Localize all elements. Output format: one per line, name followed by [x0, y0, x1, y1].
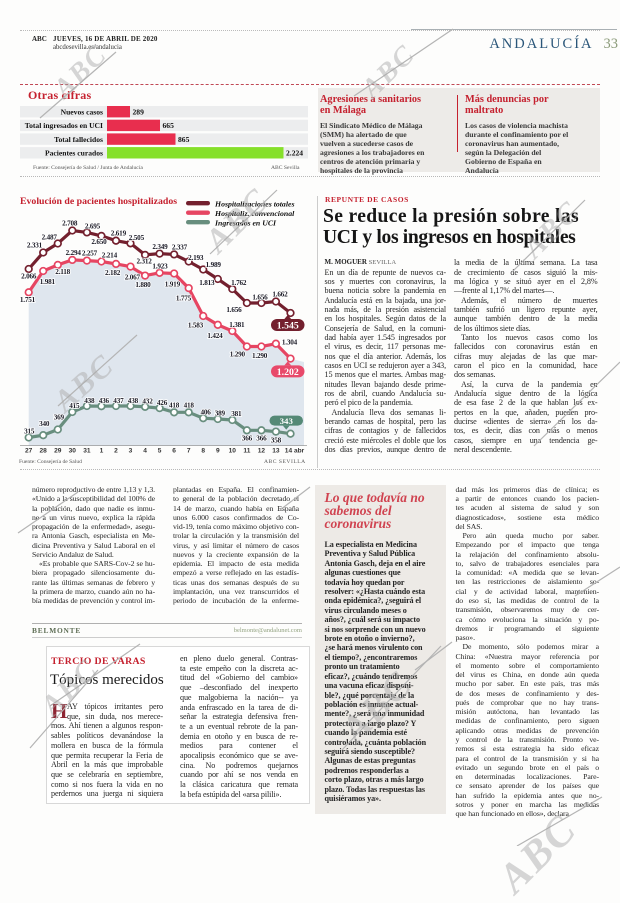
svg-text:Total fallecidos: Total fallecidos [54, 135, 103, 144]
svg-text:29: 29 [54, 448, 62, 455]
svg-text:2.182: 2.182 [105, 269, 121, 277]
svg-text:289: 289 [133, 107, 145, 116]
svg-text:389: 389 [215, 409, 226, 417]
svg-text:358: 358 [271, 437, 282, 445]
svg-text:366: 366 [242, 435, 253, 443]
svg-text:2.257: 2.257 [82, 249, 98, 257]
svg-text:28: 28 [40, 448, 48, 455]
svg-text:1.813: 1.813 [199, 279, 215, 287]
svg-text:13: 13 [272, 448, 280, 455]
svg-text:366: 366 [256, 435, 267, 443]
svg-text:12: 12 [258, 448, 266, 455]
svg-text:415: 415 [69, 402, 80, 410]
svg-text:27: 27 [25, 448, 33, 455]
svg-text:2.312: 2.312 [137, 257, 153, 265]
svg-text:3: 3 [129, 448, 133, 455]
svg-text:406: 406 [201, 408, 212, 416]
svg-text:Hospitaliz. convencional: Hospitaliz. convencional [214, 209, 295, 218]
svg-text:2.214: 2.214 [102, 252, 118, 260]
svg-text:1.304: 1.304 [282, 339, 298, 347]
svg-text:381: 381 [231, 410, 242, 418]
svg-text:7: 7 [187, 448, 191, 455]
svg-text:Pacientes curados: Pacientes curados [45, 149, 103, 158]
svg-text:2.650: 2.650 [91, 238, 107, 246]
svg-text:1.981: 1.981 [40, 278, 56, 286]
svg-text:438: 438 [128, 397, 139, 405]
svg-text:426: 426 [157, 399, 168, 407]
svg-text:343: 343 [280, 416, 294, 426]
svg-text:5: 5 [158, 448, 162, 455]
svg-text:665: 665 [163, 121, 175, 130]
svg-text:2.193: 2.193 [188, 254, 204, 262]
svg-text:2.505: 2.505 [129, 234, 145, 242]
svg-text:Nuevos casos: Nuevos casos [61, 107, 103, 116]
svg-text:438: 438 [84, 397, 95, 405]
svg-text:865: 865 [178, 135, 190, 144]
svg-text:1.202: 1.202 [277, 367, 299, 378]
svg-text:1.290: 1.290 [252, 352, 268, 360]
svg-text:2: 2 [114, 448, 118, 455]
svg-text:2.349: 2.349 [152, 243, 168, 251]
svg-text:432: 432 [142, 398, 153, 406]
svg-text:2.695: 2.695 [85, 222, 101, 230]
svg-text:1.290: 1.290 [230, 351, 246, 359]
svg-text:2.708: 2.708 [62, 219, 78, 227]
svg-text:436: 436 [99, 397, 110, 405]
svg-text:1.923: 1.923 [152, 263, 168, 271]
svg-text:2.331: 2.331 [27, 242, 43, 250]
svg-text:1.751: 1.751 [20, 296, 36, 304]
svg-text:14 abr: 14 abr [285, 448, 305, 455]
svg-text:Hospitalizaciones totales: Hospitalizaciones totales [214, 200, 295, 209]
svg-text:1.775: 1.775 [176, 295, 192, 303]
svg-text:1.880: 1.880 [135, 281, 151, 289]
svg-text:30: 30 [69, 448, 77, 455]
svg-text:10: 10 [229, 448, 237, 455]
svg-text:1.381: 1.381 [229, 321, 245, 329]
svg-text:1.919: 1.919 [165, 281, 181, 289]
svg-text:31: 31 [83, 448, 91, 455]
svg-text:2.294: 2.294 [66, 249, 82, 257]
svg-text:1.656: 1.656 [226, 306, 242, 314]
svg-text:2.619: 2.619 [111, 229, 127, 237]
svg-text:340: 340 [39, 420, 50, 428]
svg-text:8: 8 [201, 448, 205, 455]
svg-text:2.066: 2.066 [21, 273, 37, 281]
svg-text:2.487: 2.487 [42, 233, 58, 241]
svg-text:1.656: 1.656 [252, 294, 268, 302]
svg-text:437: 437 [113, 397, 124, 405]
svg-text:Ingresados en UCI: Ingresados en UCI [214, 219, 277, 228]
svg-text:1.989: 1.989 [206, 261, 222, 269]
svg-text:1: 1 [100, 448, 104, 455]
svg-text:2.337: 2.337 [172, 244, 188, 252]
svg-text:11: 11 [243, 448, 250, 455]
svg-text:1.424: 1.424 [207, 332, 223, 340]
svg-text:6: 6 [172, 448, 176, 455]
svg-text:1.762: 1.762 [231, 279, 247, 287]
svg-text:315: 315 [24, 428, 35, 436]
svg-text:4: 4 [143, 448, 147, 455]
svg-text:1.662: 1.662 [272, 291, 288, 299]
svg-text:9: 9 [216, 448, 220, 455]
svg-text:1.583: 1.583 [188, 322, 204, 330]
svg-text:2.067: 2.067 [125, 274, 141, 282]
svg-text:369: 369 [54, 414, 65, 422]
svg-text:418: 418 [169, 401, 180, 409]
svg-text:2.224: 2.224 [286, 149, 303, 158]
svg-text:1.545: 1.545 [277, 320, 299, 331]
svg-text:2.118: 2.118 [55, 268, 70, 276]
svg-text:Total ingresados en UCI: Total ingresados en UCI [25, 121, 103, 130]
svg-text:418: 418 [184, 401, 195, 409]
